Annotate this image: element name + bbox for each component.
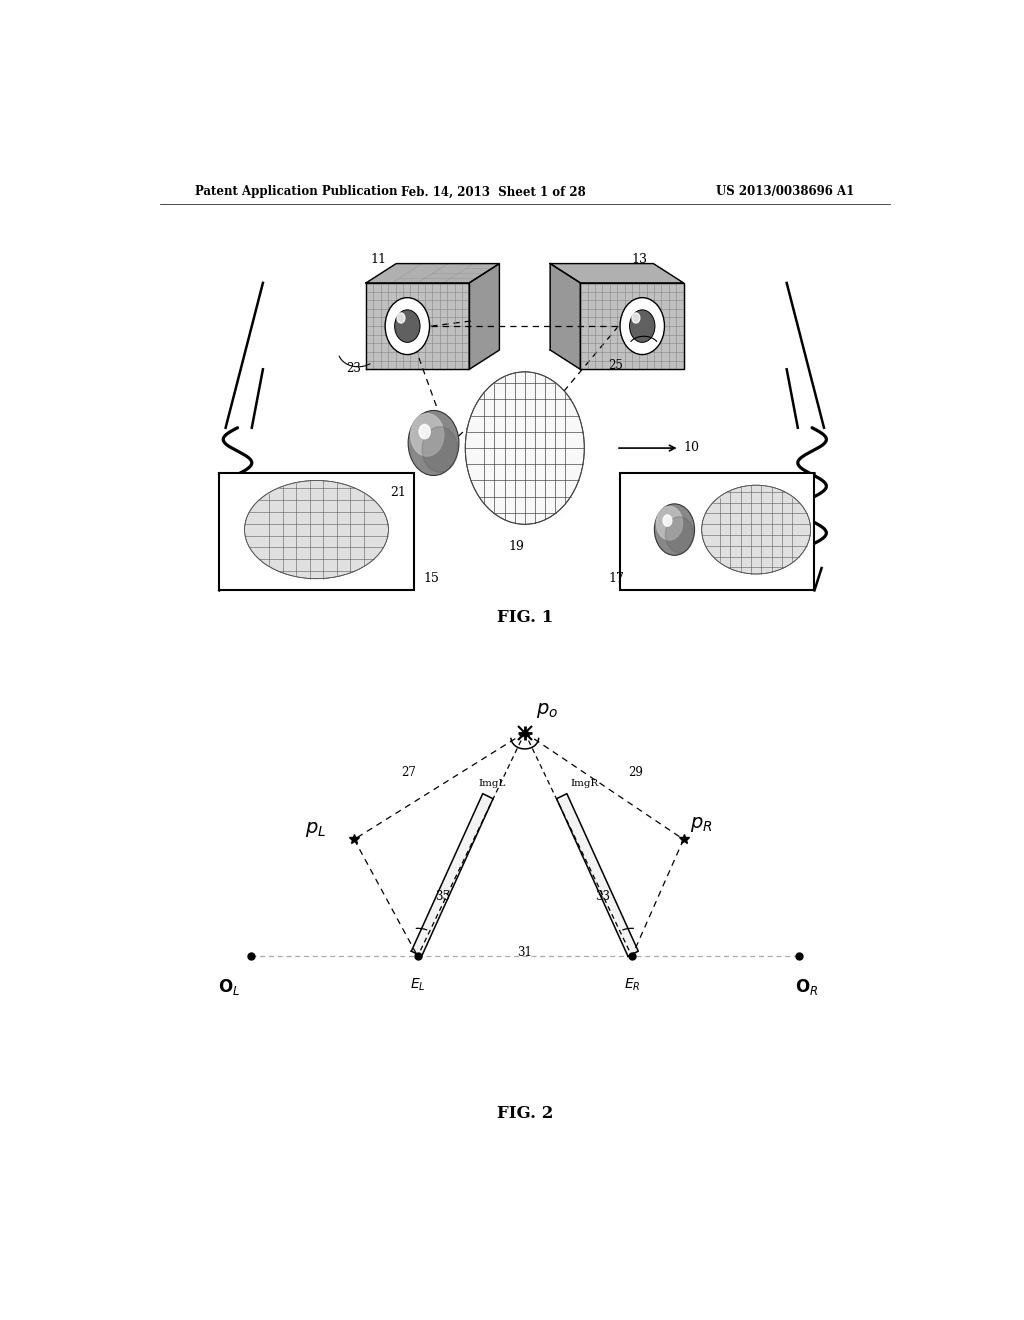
Ellipse shape: [705, 487, 813, 576]
Circle shape: [411, 413, 443, 455]
Circle shape: [666, 516, 693, 553]
Text: $E_R$: $E_R$: [624, 977, 640, 993]
Circle shape: [385, 297, 430, 355]
Text: ImgL: ImgL: [479, 779, 506, 788]
Text: $E_L$: $E_L$: [410, 977, 425, 993]
Polygon shape: [469, 264, 500, 370]
Circle shape: [630, 310, 655, 342]
Circle shape: [411, 413, 443, 455]
Text: 31: 31: [517, 946, 532, 960]
Text: 11: 11: [370, 253, 386, 267]
Circle shape: [422, 426, 458, 473]
Text: $p_o$: $p_o$: [536, 701, 558, 721]
Text: 33: 33: [595, 891, 609, 903]
Text: US 2013/0038696 A1: US 2013/0038696 A1: [716, 185, 854, 198]
Polygon shape: [557, 793, 638, 956]
Circle shape: [397, 313, 404, 323]
Ellipse shape: [748, 521, 774, 544]
Ellipse shape: [484, 395, 573, 510]
Ellipse shape: [733, 510, 787, 554]
Ellipse shape: [492, 405, 566, 500]
Polygon shape: [581, 282, 684, 370]
Polygon shape: [550, 264, 581, 370]
Text: $p_R$: $p_R$: [690, 814, 713, 834]
Circle shape: [656, 507, 683, 540]
Ellipse shape: [719, 499, 801, 565]
Circle shape: [654, 504, 694, 556]
Text: 29: 29: [628, 766, 643, 779]
Text: FIG. 1: FIG. 1: [497, 610, 553, 626]
Circle shape: [409, 411, 459, 475]
Circle shape: [620, 297, 665, 355]
Text: 21: 21: [390, 486, 406, 499]
Ellipse shape: [295, 515, 349, 552]
Text: ImgR: ImgR: [570, 779, 599, 788]
Text: $\mathbf{O}_R$: $\mathbf{O}_R$: [795, 977, 818, 997]
Ellipse shape: [523, 445, 538, 463]
Ellipse shape: [507, 425, 552, 482]
Polygon shape: [412, 793, 494, 956]
Polygon shape: [367, 264, 500, 282]
Text: 19: 19: [509, 540, 525, 553]
Ellipse shape: [248, 483, 392, 581]
Circle shape: [632, 313, 640, 323]
Circle shape: [411, 413, 443, 455]
Ellipse shape: [305, 521, 341, 545]
Polygon shape: [550, 264, 684, 282]
Text: Patent Application Publication: Patent Application Publication: [196, 185, 398, 198]
Text: $p_L$: $p_L$: [305, 820, 327, 838]
Text: 27: 27: [400, 766, 416, 779]
Ellipse shape: [314, 527, 332, 540]
Bar: [620, 474, 814, 590]
Ellipse shape: [286, 508, 357, 557]
Circle shape: [663, 515, 672, 527]
Ellipse shape: [476, 385, 581, 519]
Text: 10: 10: [684, 441, 699, 454]
Text: 17: 17: [608, 573, 624, 585]
Ellipse shape: [245, 480, 388, 578]
Ellipse shape: [712, 492, 807, 570]
Circle shape: [656, 507, 683, 540]
Ellipse shape: [755, 528, 768, 539]
Ellipse shape: [726, 504, 794, 560]
Ellipse shape: [267, 495, 375, 569]
Text: $\mathbf{O}_L$: $\mathbf{O}_L$: [218, 977, 240, 997]
Ellipse shape: [500, 414, 559, 491]
Text: Feb. 14, 2013  Sheet 1 of 28: Feb. 14, 2013 Sheet 1 of 28: [400, 185, 586, 198]
Circle shape: [656, 507, 683, 540]
Ellipse shape: [276, 502, 367, 562]
Text: FIG. 2: FIG. 2: [497, 1105, 553, 1122]
Bar: [219, 474, 414, 590]
Circle shape: [394, 310, 420, 342]
Ellipse shape: [515, 434, 545, 473]
Ellipse shape: [258, 488, 383, 574]
Ellipse shape: [468, 375, 588, 528]
Ellipse shape: [465, 372, 585, 524]
Text: 25: 25: [608, 359, 623, 372]
Ellipse shape: [740, 516, 781, 549]
Polygon shape: [367, 282, 469, 370]
Text: 15: 15: [423, 573, 439, 585]
Ellipse shape: [701, 486, 811, 574]
Text: 23: 23: [346, 362, 361, 375]
Text: 13: 13: [632, 253, 648, 267]
Circle shape: [419, 425, 430, 438]
Text: 35: 35: [435, 891, 451, 903]
